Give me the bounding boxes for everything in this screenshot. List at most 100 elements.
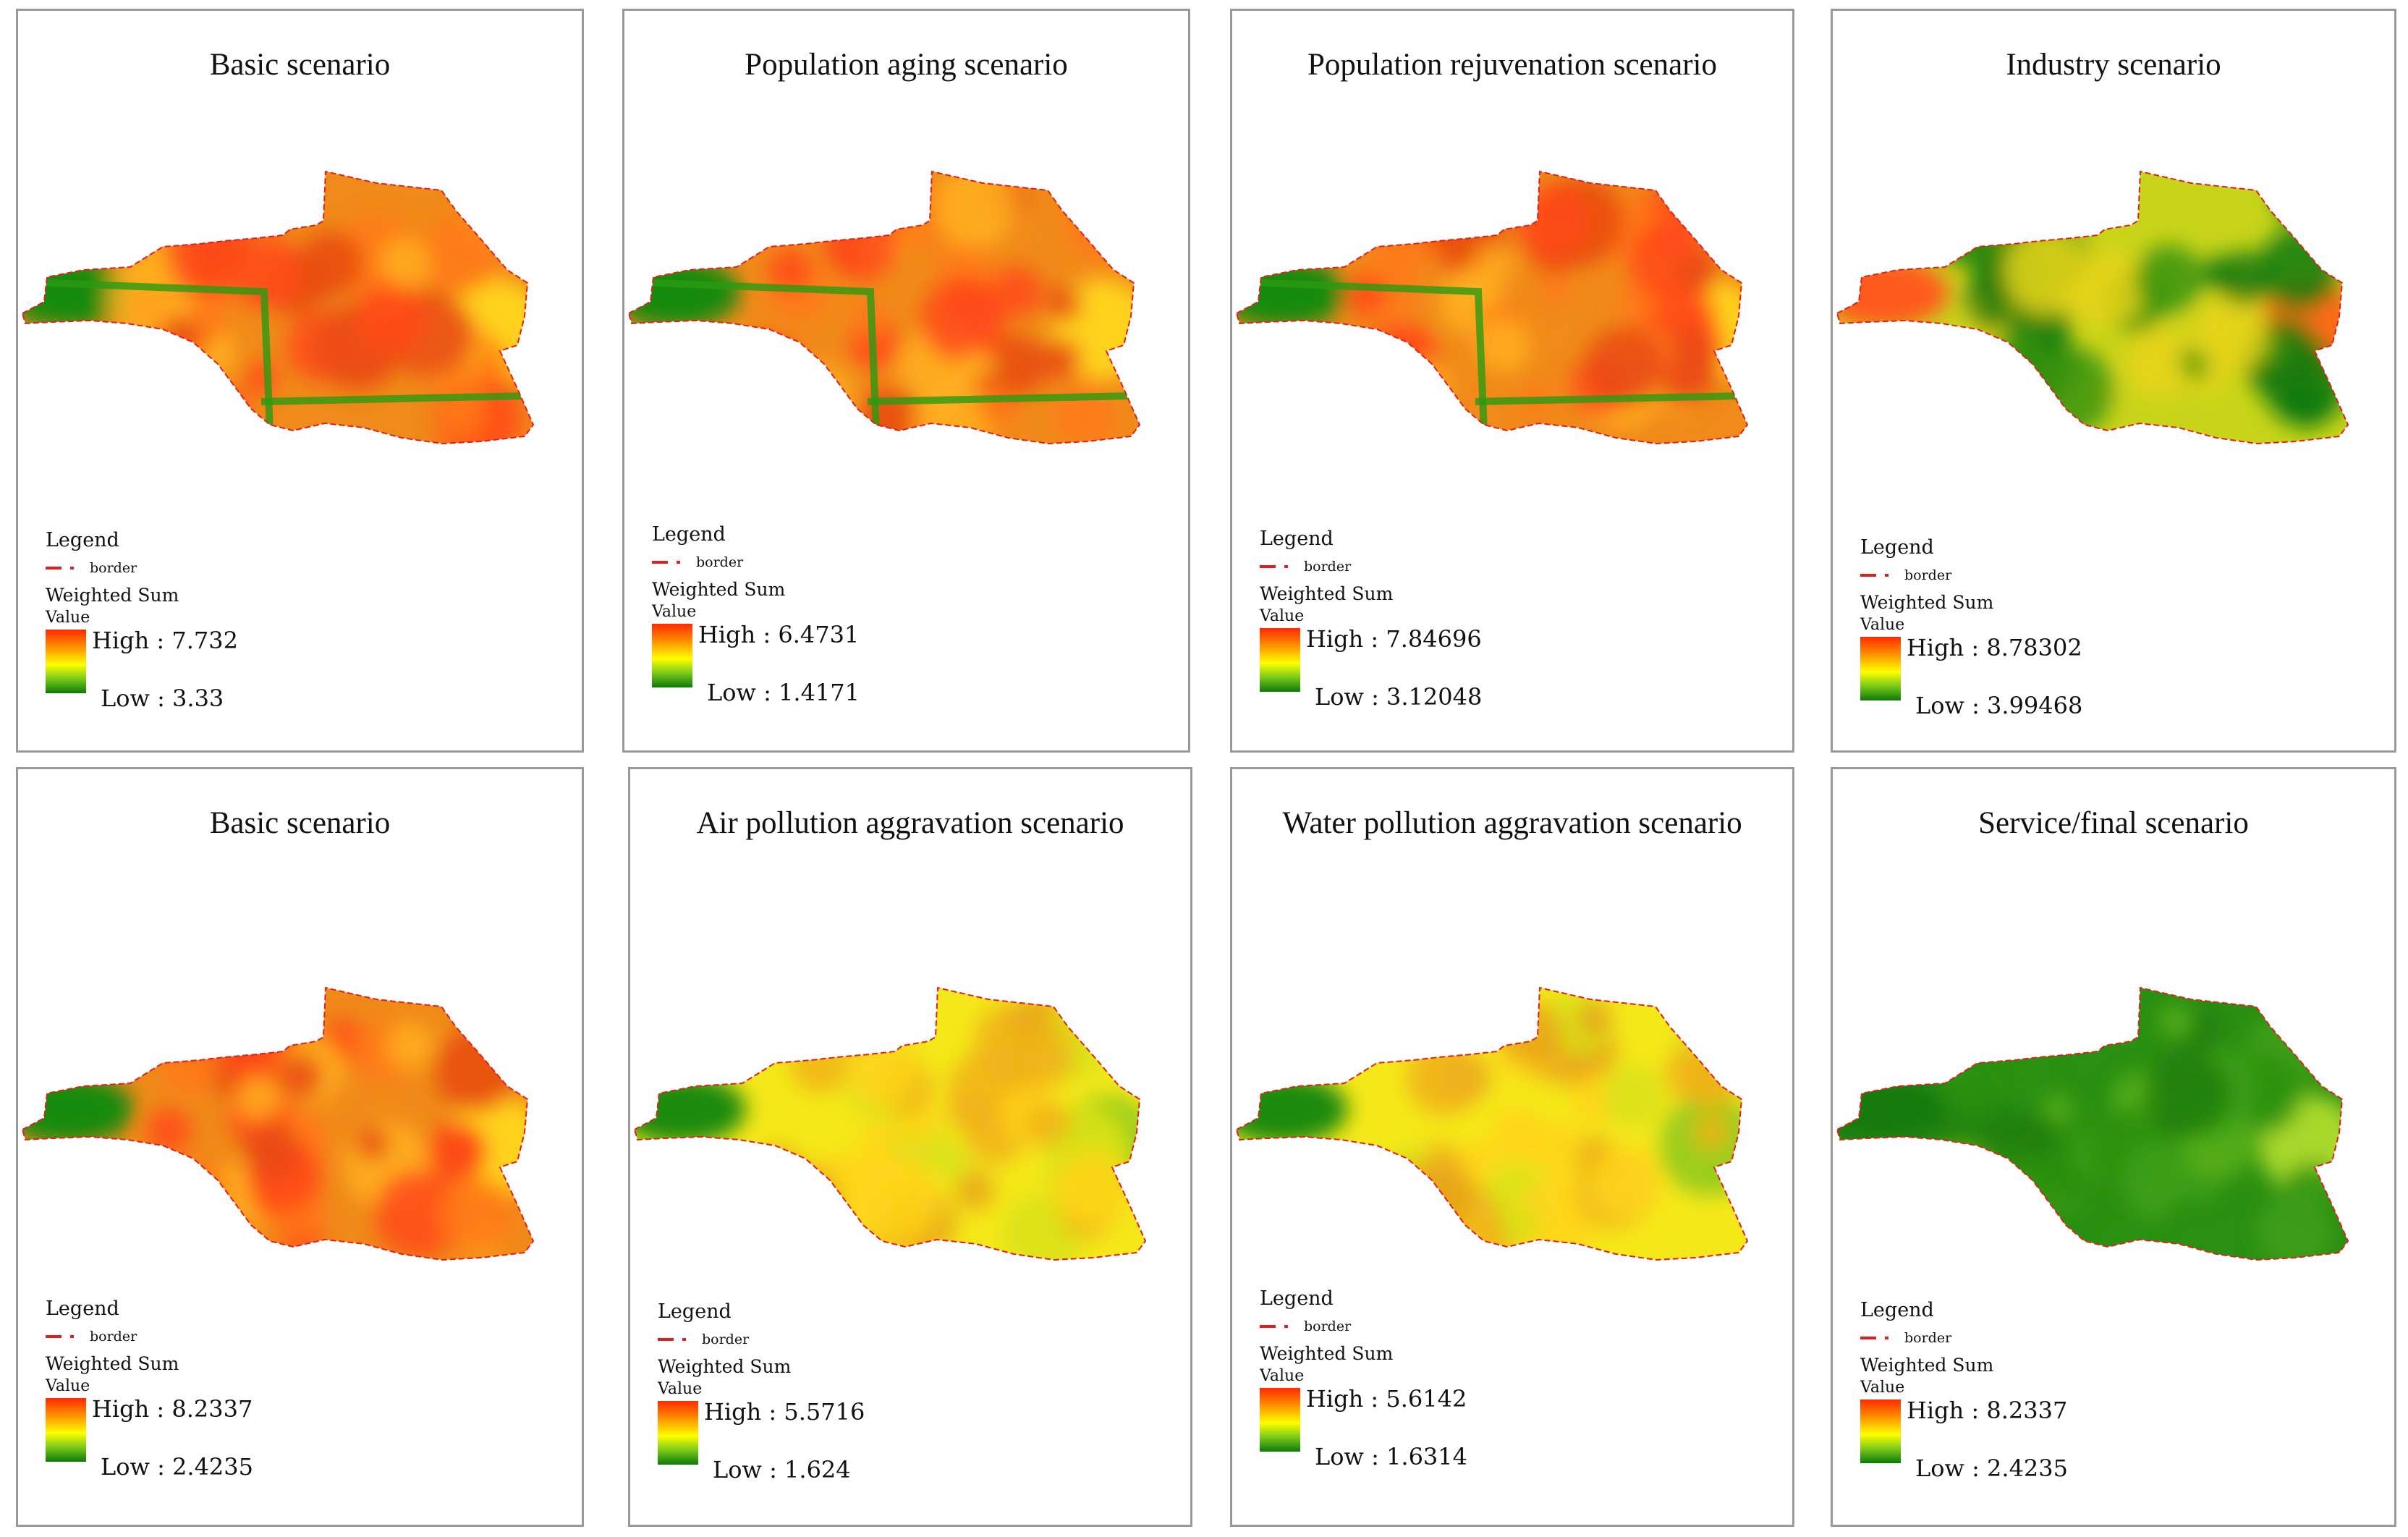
legend-border-entry: border [652, 554, 785, 570]
legend-title: Legend [1860, 536, 1934, 559]
legend-border-label: border [1904, 1330, 1952, 1346]
color-ramp [1860, 1400, 1901, 1463]
border-line [1235, 986, 1749, 1261]
border-dot-icon [70, 1335, 74, 1338]
legend-high-value: High : 8.2337 [1907, 1397, 2068, 1424]
weighted-sum-map [1235, 986, 1749, 1261]
border-line [21, 170, 535, 445]
legend-low-value: Low : 1.624 [713, 1456, 851, 1483]
border-line [633, 986, 1147, 1261]
legend-weighted-sum: Weighted Sum [658, 1356, 792, 1377]
legend-value-label: Value [1260, 1367, 1305, 1385]
legend-value-label: Value [652, 603, 697, 621]
legend-value-label: Value [46, 1377, 90, 1395]
map-panel: Air pollution aggravation scenario Legend… [628, 767, 1192, 1527]
legend-border-label: border [696, 554, 744, 570]
legend-high-value: High : 5.5716 [704, 1398, 865, 1426]
legend-border-entry: border [1260, 1318, 1393, 1334]
legend-value-label: Value [1860, 1379, 1905, 1397]
legend-value-label: Value [1260, 607, 1305, 625]
border-line [627, 170, 1141, 445]
border-dash-icon [652, 561, 668, 564]
color-ramp [1260, 1388, 1300, 1452]
weighted-sum-map [21, 986, 535, 1261]
legend-title: Legend [658, 1300, 732, 1323]
color-ramp [658, 1401, 698, 1465]
legend-title: Legend [652, 523, 726, 546]
legend-weighted-sum: Weighted Sum [1860, 592, 1994, 613]
border-line [21, 986, 535, 1261]
legend: Legend border Weighted Sum Value High : 8.78… [1860, 536, 2082, 719]
legend-high-value: High : 7.732 [92, 627, 238, 654]
border-dash-icon [658, 1338, 674, 1341]
legend-low-value: Low : 1.4171 [707, 679, 860, 706]
color-ramp [1860, 637, 1901, 700]
panel-title: Service/final scenario [1978, 806, 2249, 840]
legend-title: Legend [1260, 1287, 1334, 1310]
weighted-sum-map [1836, 986, 2349, 1261]
map-panel: Water pollution aggravation scenario Lege… [1230, 767, 1794, 1527]
color-ramp [46, 630, 86, 693]
legend-weighted-sum: Weighted Sum [652, 579, 786, 600]
legend-title: Legend [46, 1297, 119, 1320]
border-dot-icon [1284, 1325, 1288, 1328]
border-dash-icon [1860, 574, 1876, 577]
legend-low-value: Low : 3.33 [101, 685, 224, 712]
panel-title: Population aging scenario [745, 48, 1068, 82]
panel-title: Air pollution aggravation scenario [696, 806, 1124, 840]
legend-border-label: border [1304, 1318, 1352, 1334]
panel-title: Basic scenario [209, 48, 391, 82]
map-panel: Population aging scenario Legend border Wei… [622, 9, 1190, 753]
border-line [1836, 170, 2349, 445]
color-ramp [1260, 628, 1300, 692]
legend-border-label: border [1304, 559, 1352, 575]
border-dot-icon [1885, 574, 1888, 577]
border-dot-icon [682, 1338, 686, 1341]
weighted-sum-map [633, 986, 1147, 1261]
panel-title: Basic scenario [209, 806, 391, 840]
legend-low-value: Low : 1.6314 [1315, 1443, 1467, 1470]
legend-border-label: border [702, 1331, 750, 1347]
border-dash-icon [1860, 1337, 1876, 1339]
map-panel: Service/final scenario Legend border Weight… [1831, 767, 2396, 1527]
legend-border-entry: border [1860, 567, 1993, 583]
panel-title: Industry scenario [2006, 48, 2221, 82]
legend-border-label: border [90, 1329, 137, 1345]
legend-weighted-sum: Weighted Sum [1260, 1343, 1394, 1364]
legend: Legend border Weighted Sum Value High : 7.73… [46, 529, 238, 712]
legend-weighted-sum: Weighted Sum [1260, 583, 1394, 604]
border-line [1836, 986, 2349, 1261]
legend-low-value: Low : 3.99468 [1915, 692, 2083, 719]
border-dash-icon [1260, 1325, 1276, 1328]
legend: Legend border Weighted Sum Value High : 6.47… [652, 523, 860, 706]
legend-weighted-sum: Weighted Sum [46, 585, 179, 606]
legend-low-value: Low : 3.12048 [1315, 683, 1483, 711]
legend-border-entry: border [46, 1329, 179, 1345]
map-panel: Population rejuvenation scenario Legend bo… [1230, 9, 1794, 753]
legend-border-label: border [1904, 567, 1952, 583]
legend-border-entry: border [46, 560, 179, 576]
panel-title: Water pollution aggravation scenario [1282, 806, 1742, 840]
legend-high-value: High : 5.6142 [1306, 1385, 1467, 1413]
legend: Legend border Weighted Sum Value High : 8.23… [46, 1297, 253, 1481]
border-dot-icon [1885, 1337, 1888, 1339]
border-dash-icon [46, 1335, 62, 1338]
legend-border-label: border [90, 560, 137, 576]
color-ramp [652, 624, 692, 687]
map-panel: Industry scenario Legend border Weighted Su… [1831, 9, 2396, 753]
weighted-sum-map [21, 170, 535, 445]
legend: Legend border Weighted Sum Value High : 7.84… [1260, 528, 1482, 711]
legend-high-value: High : 7.84696 [1306, 625, 1482, 653]
legend-low-value: Low : 2.4235 [1915, 1455, 2068, 1482]
legend-high-value: High : 8.78302 [1907, 634, 2082, 661]
panel-title: Population rejuvenation scenario [1307, 48, 1717, 82]
border-line [1235, 170, 1749, 445]
legend-high-value: High : 6.4731 [698, 621, 860, 648]
weighted-sum-map [1836, 170, 2349, 445]
legend-value-label: Value [658, 1380, 703, 1398]
legend: Legend border Weighted Sum Value High : 5.57… [658, 1300, 865, 1483]
legend-value-label: Value [1860, 616, 1905, 634]
map-panel: Basic scenario Legend border Weighted Sum Va… [16, 9, 584, 753]
border-dot-icon [70, 567, 74, 570]
border-dash-icon [46, 567, 62, 570]
